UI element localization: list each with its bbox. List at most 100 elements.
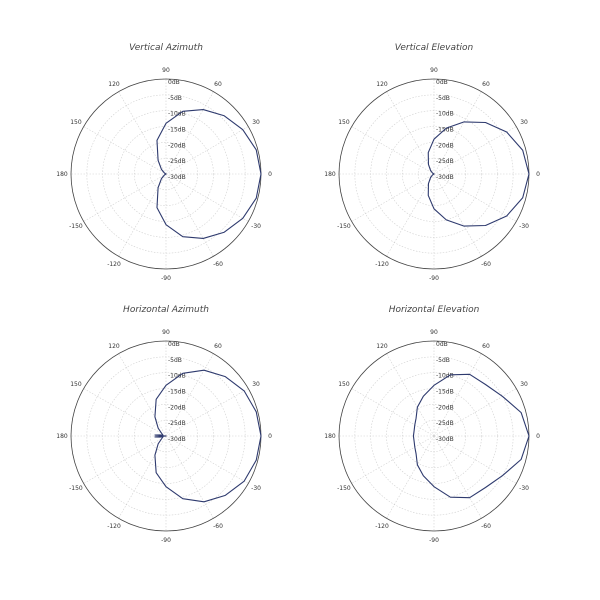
angle-tick-label: 0 [268,433,272,440]
grid-spoke [83,388,167,437]
grid-ring [402,404,466,468]
polar-svg: 0 30 60 90 120 150 180 -150 -120 -90 -60 -30 0dB -5dB… [324,67,540,282]
pattern-trace [412,373,530,499]
angle-tick-label: 30 [520,119,528,126]
chart-title: Vertical Azimuth [129,43,203,53]
angle-tick-label: 60 [214,343,222,350]
angle-tick-label: -30 [251,223,261,230]
polar-svg: 0 30 60 90 120 150 180 -150 -120 -90 -60 -30 0dB -5dB… [56,329,272,544]
grid-spoke [433,173,482,257]
angle-tick-label: 90 [430,329,438,336]
angle-tick-label: 120 [108,81,120,88]
grid-spoke [386,353,435,437]
grid-spoke [165,388,249,437]
angle-tick-label: -150 [337,223,351,230]
angle-tick-label: -90 [429,275,439,282]
angle-tick-label: 90 [430,67,438,74]
angle-tick-label: -120 [375,523,389,530]
grid-ring [134,404,198,468]
pattern-trace [427,121,530,227]
angle-tick-label: 30 [520,381,528,388]
angle-tick-label: -30 [519,485,529,492]
radial-tick-label: -25dB [168,420,186,427]
grid-spoke [83,126,167,175]
angle-tick-label: -60 [213,261,223,268]
angle-tick-label: -30 [519,223,529,230]
angle-tick-label: -150 [69,223,83,230]
angle-tick-label: 30 [252,381,260,388]
grid-spoke [433,353,482,437]
radial-tick-label: -30dB [168,174,186,181]
chart-title: Horizontal Azimuth [123,305,209,315]
grid-ring [386,388,482,484]
angle-tick-label: -150 [337,485,351,492]
angle-tick-label: 0 [536,171,540,178]
radial-tick-label: -20dB [436,142,454,149]
grid-spoke [433,435,482,519]
radial-tick-label: 0dB [436,341,448,348]
angle-tick-label: 0 [536,433,540,440]
grid-spoke [165,435,214,519]
radial-tick-label: -5dB [168,357,182,364]
angle-tick-label: -120 [375,261,389,268]
radial-tick-label: -30dB [436,174,454,181]
radial-tick-label: -10dB [168,111,186,118]
radial-tick-label: -15dB [436,389,454,396]
angle-tick-label: 180 [56,171,68,178]
grid-spoke [165,91,214,175]
angle-tick-label: 180 [324,171,336,178]
grid-spoke [386,435,435,519]
radial-tick-label: 0dB [436,79,448,86]
angle-tick-label: 150 [70,381,82,388]
radial-tick-label: -20dB [168,404,186,411]
grid-spoke [118,353,167,437]
grid-ring [118,388,214,484]
grid-ring [118,126,214,222]
radial-tick-label: -5dB [436,357,450,364]
polar-svg: 0 30 60 90 120 150 180 -150 -120 -90 -60 -30 0dB -5dB… [56,67,272,282]
radial-tick-label: -15dB [168,127,186,134]
radial-tick-label: 0dB [168,341,180,348]
radial-tick-label: -5dB [168,95,182,102]
angle-tick-label: 120 [376,81,388,88]
grid-ring [134,142,198,206]
radial-tick-label: -5dB [436,95,450,102]
pattern-trace [156,109,262,239]
grid-spoke [165,126,249,175]
angle-tick-label: 0 [268,171,272,178]
grid-spoke [433,91,482,175]
grid-spoke [351,388,435,437]
radial-tick-label: -25dB [168,158,186,165]
grid-spoke [433,173,517,222]
pattern-trace [154,369,262,503]
polar-chart-horizontal-elevation: Horizontal Elevation 0 30 60 90 120 150 180 -15… [268,262,568,562]
grid-spoke [83,435,167,484]
radial-tick-label: -10dB [436,111,454,118]
angle-tick-label: 150 [70,119,82,126]
polar-svg: 0 30 60 90 120 150 180 -150 -120 -90 -60 -30 0dB -5dB… [324,329,540,544]
grid-spoke [351,435,435,484]
grid-spoke [83,173,167,222]
grid-spoke [165,173,214,257]
angle-tick-label: -60 [481,523,491,530]
grid-spoke [351,126,435,175]
angle-tick-label: 120 [108,343,120,350]
polar-chart-vertical-elevation: Vertical Elevation 0 30 60 90 120 150 180 -150 -… [268,0,568,300]
grid-ring [386,126,482,222]
grid-spoke [165,353,214,437]
radial-tick-label: -20dB [168,142,186,149]
radial-tick-label: -15dB [168,389,186,396]
angle-tick-label: 60 [214,81,222,88]
grid-spoke [165,435,249,484]
angle-tick-label: 60 [482,81,490,88]
angle-tick-label: 90 [162,67,170,74]
chart-title: Horizontal Elevation [388,305,480,315]
angle-tick-label: 150 [338,381,350,388]
angle-tick-label: -90 [161,275,171,282]
angle-tick-label: -60 [213,523,223,530]
angle-tick-label: 150 [338,119,350,126]
radial-tick-label: -25dB [436,158,454,165]
radial-tick-label: -20dB [436,404,454,411]
radial-tick-label: -25dB [436,420,454,427]
angle-tick-label: -90 [161,537,171,544]
